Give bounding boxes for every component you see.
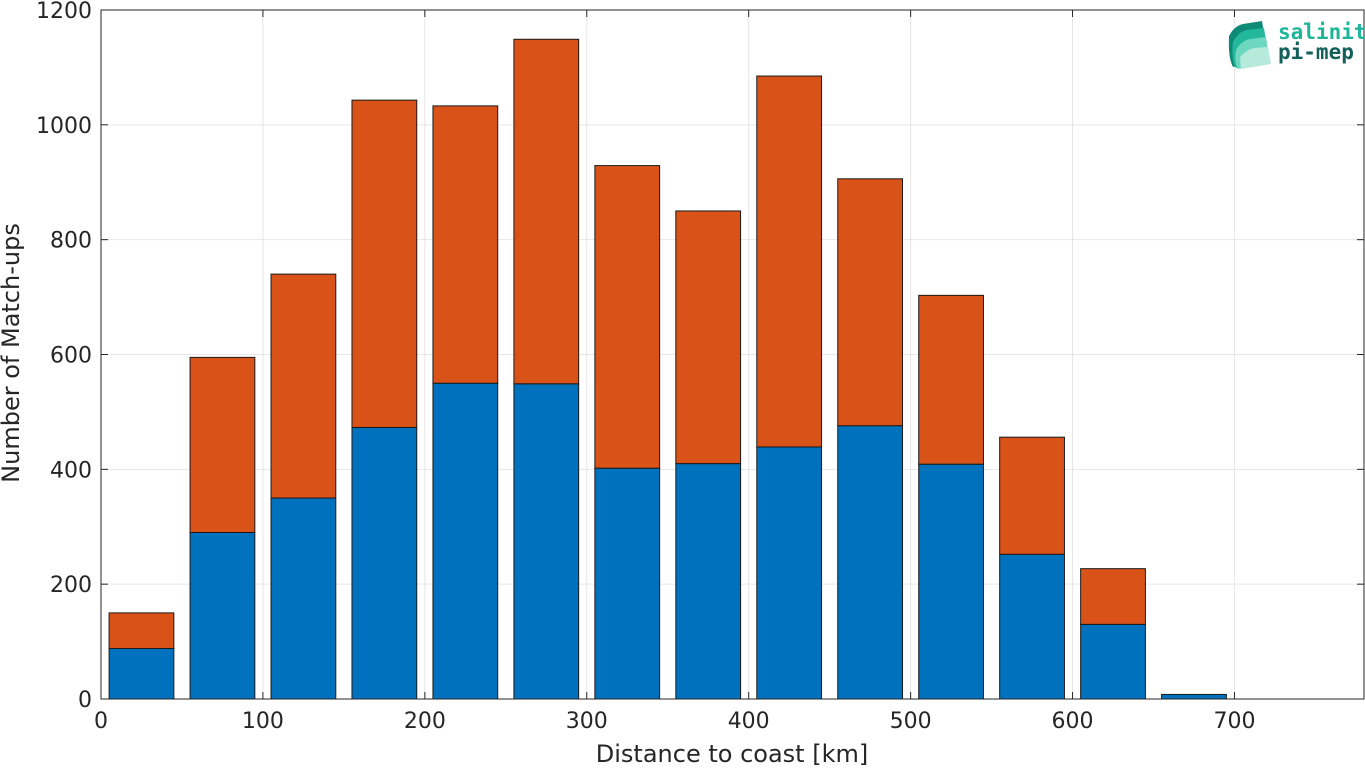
- y-tick-label: 600: [50, 344, 92, 369]
- x-axis-title: Distance to coast [km]: [596, 740, 868, 767]
- salinity-pi-mep-logo: salinity pi-mep: [1228, 20, 1365, 69]
- logo-line-2: pi-mep: [1278, 40, 1354, 64]
- bar-series-2: [675, 210, 742, 465]
- y-tick-label: 1200: [36, 0, 92, 24]
- x-tick-label: 0: [94, 709, 108, 734]
- bar-series-2: [270, 273, 337, 499]
- bar-series-2: [999, 436, 1065, 555]
- bar-series-1: [756, 446, 823, 700]
- logo-line-1: salinity: [1278, 20, 1365, 44]
- y-axis-title: Number of Match-ups: [0, 223, 25, 483]
- bar-series-1: [189, 531, 256, 700]
- bar-series-1: [432, 382, 499, 700]
- x-tick-label: 100: [242, 709, 284, 734]
- bar-series-1: [108, 647, 175, 700]
- bar-series-2: [351, 99, 418, 428]
- bar-series-2: [189, 356, 256, 533]
- y-tick-label: 400: [50, 458, 92, 483]
- y-tick-label: 800: [50, 229, 92, 254]
- bar-series-2: [837, 178, 904, 427]
- y-tick-label: 200: [50, 573, 92, 598]
- bar-series-1: [513, 383, 580, 700]
- bar-series-1: [1161, 693, 1227, 700]
- x-tick-label: 300: [566, 709, 608, 734]
- x-tick-label: 700: [1213, 709, 1255, 734]
- bar-series-2: [918, 294, 984, 465]
- bars: [108, 38, 1227, 700]
- bar-series-1: [270, 497, 337, 700]
- bar-series-2: [513, 38, 580, 385]
- bar-series-2: [756, 75, 823, 448]
- x-tick-label: 200: [404, 709, 446, 734]
- bar-series-1: [594, 467, 661, 700]
- x-tick-label: 600: [1052, 709, 1094, 734]
- bar-series-1: [351, 426, 418, 700]
- y-tick-label: 1000: [36, 114, 92, 139]
- bar-series-1: [837, 425, 904, 700]
- bar-series-2: [432, 105, 499, 384]
- y-tick-label: 0: [78, 688, 92, 713]
- bar-series-1: [675, 463, 742, 700]
- bar-series-1: [1080, 623, 1146, 700]
- bar-series-2: [1080, 568, 1146, 625]
- bar-series-1: [918, 463, 984, 700]
- wave-logo-icon: [1228, 21, 1271, 69]
- x-tick-label: 400: [728, 709, 770, 734]
- axis-ticks: 0 100 200 300 400 500 600 700 0 200 400 600 800 1000 1…: [36, 0, 1364, 734]
- bar-series-2: [594, 165, 661, 469]
- bar-series-1: [999, 553, 1065, 700]
- bar-series-2: [108, 612, 175, 649]
- x-tick-label: 500: [890, 709, 932, 734]
